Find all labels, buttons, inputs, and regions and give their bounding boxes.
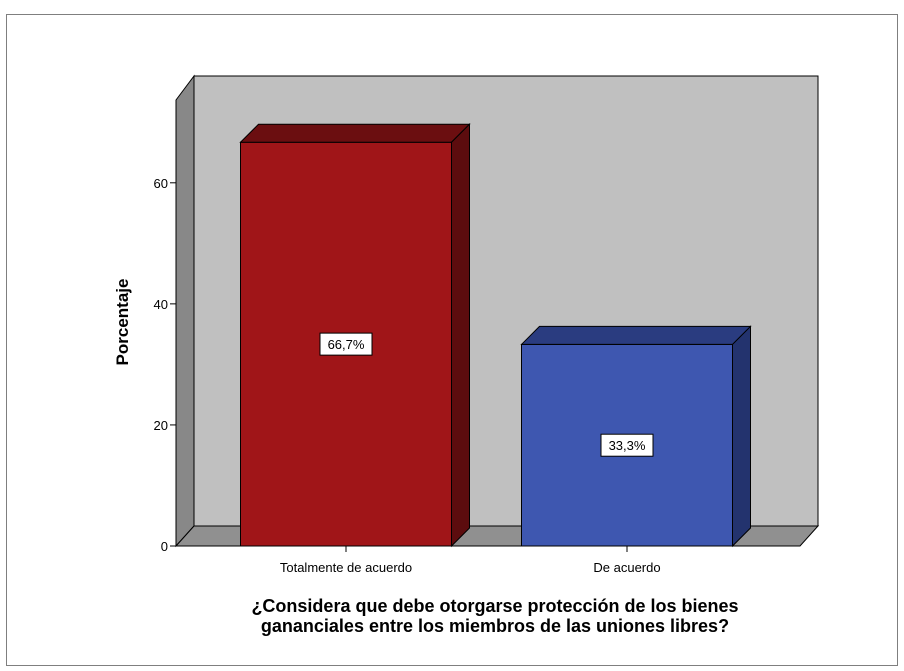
- bar-side: [451, 123, 470, 548]
- bar-top: [239, 123, 471, 143]
- y-tick-label: 20: [154, 418, 168, 433]
- data-label-box: [600, 433, 654, 457]
- y-tick-label: 40: [154, 297, 168, 312]
- bar-side: [732, 325, 751, 548]
- bar-top: [520, 325, 752, 345]
- x-axis-label-line-1: ¿Considera que debe otorgarse protección…: [251, 596, 738, 616]
- x-axis-label-line-2: gananciales entre los miembros de las un…: [261, 616, 729, 636]
- side-wall: [175, 74, 195, 548]
- data-label: 33,3%: [609, 438, 646, 453]
- x-tick-label: De acuerdo: [593, 560, 660, 575]
- x-tick-label: Totalmente de acuerdo: [280, 560, 412, 575]
- y-tick-label: 60: [154, 176, 168, 191]
- y-tick-label: 0: [161, 539, 168, 554]
- y-axis-label: Porcentaje: [113, 279, 132, 366]
- data-label-box: [319, 332, 373, 356]
- data-label: 66,7%: [328, 337, 365, 352]
